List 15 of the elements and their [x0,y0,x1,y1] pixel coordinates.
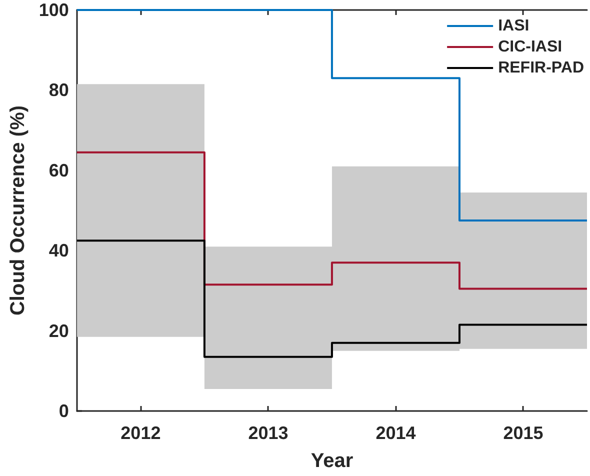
x-tick-label: 2015 [503,423,544,443]
legend-label: CIC-IASI [498,38,562,56]
y-tick-label: 100 [38,0,69,20]
y-axis-title: Cloud Occurrence (%) [7,105,29,316]
y-tick-label: 0 [58,401,69,421]
y-tick-label: 80 [48,80,69,100]
y-tick-label: 60 [48,160,69,180]
x-axis-title: Year [310,450,354,472]
x-tick-label: 2014 [376,423,416,443]
legend-label: IASI [498,18,530,34]
y-tick-label: 40 [48,240,69,261]
x-tick-label: 2012 [120,423,161,443]
x-tick-label: 2013 [248,423,288,443]
y-tick-label: 20 [48,320,69,341]
legend-label: REFIR-PAD [498,60,584,76]
